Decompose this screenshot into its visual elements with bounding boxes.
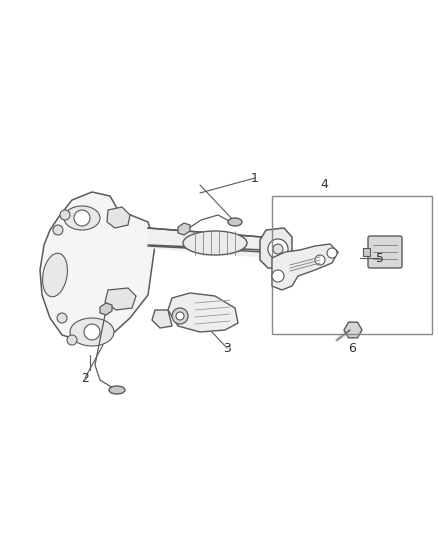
- Circle shape: [67, 335, 77, 345]
- Polygon shape: [107, 207, 130, 228]
- Polygon shape: [105, 288, 136, 310]
- Polygon shape: [363, 248, 370, 256]
- Polygon shape: [152, 310, 172, 328]
- Circle shape: [57, 313, 67, 323]
- Circle shape: [74, 210, 90, 226]
- Polygon shape: [148, 228, 275, 258]
- Polygon shape: [260, 228, 292, 268]
- Circle shape: [84, 324, 100, 340]
- Ellipse shape: [64, 206, 100, 230]
- Polygon shape: [168, 293, 238, 332]
- Circle shape: [272, 270, 284, 282]
- Ellipse shape: [70, 318, 114, 346]
- Circle shape: [60, 210, 70, 220]
- Circle shape: [315, 255, 325, 265]
- Ellipse shape: [42, 253, 67, 297]
- Bar: [272, 196, 432, 334]
- Text: 2: 2: [81, 372, 89, 384]
- Circle shape: [172, 308, 188, 324]
- Polygon shape: [178, 223, 190, 235]
- Text: 3: 3: [223, 342, 231, 354]
- Polygon shape: [100, 303, 112, 315]
- Text: 1: 1: [251, 172, 259, 184]
- Text: 5: 5: [376, 252, 384, 264]
- Circle shape: [176, 312, 184, 320]
- Ellipse shape: [228, 218, 242, 226]
- Polygon shape: [40, 192, 155, 342]
- Polygon shape: [272, 244, 338, 290]
- Circle shape: [327, 248, 337, 258]
- Circle shape: [53, 225, 63, 235]
- Text: 4: 4: [320, 179, 328, 191]
- Circle shape: [273, 244, 283, 254]
- Text: 6: 6: [348, 342, 356, 354]
- Ellipse shape: [183, 231, 247, 255]
- FancyBboxPatch shape: [368, 236, 402, 268]
- Ellipse shape: [109, 386, 125, 394]
- Circle shape: [268, 239, 288, 259]
